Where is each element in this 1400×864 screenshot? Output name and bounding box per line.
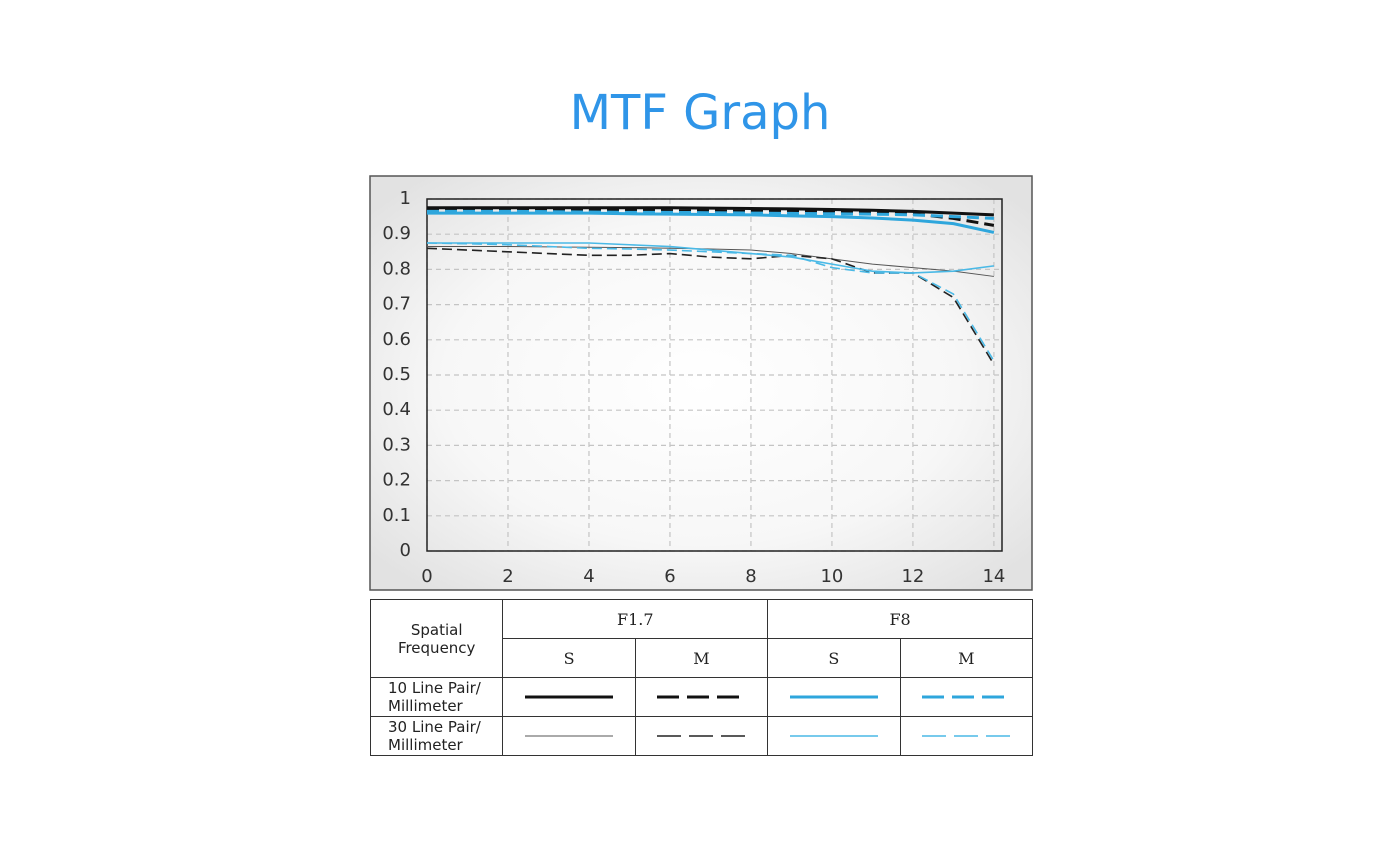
series-line bbox=[426, 242, 995, 362]
series-line bbox=[427, 206, 994, 217]
y-tick-label: 0.6 bbox=[382, 329, 411, 350]
y-tick-label: 1 bbox=[400, 188, 411, 209]
corner-header: Spatial Frequency bbox=[369, 599, 504, 678]
x-tick-label: 0 bbox=[421, 566, 432, 587]
sub-header: S bbox=[502, 638, 636, 678]
y-tick-label: 0.5 bbox=[382, 364, 411, 385]
series-line bbox=[426, 247, 995, 365]
row-header: 10 Line Pair/ Millimeter bbox=[369, 677, 504, 717]
legend-cell bbox=[899, 716, 1034, 756]
series-line bbox=[427, 211, 995, 234]
chart: MTF Graph 00.10.20.30.40.50.60.70.80.910… bbox=[369, 85, 1033, 591]
y-tick-label: 0.4 bbox=[382, 399, 411, 420]
group-header: F8 bbox=[767, 599, 1033, 639]
series-line bbox=[427, 246, 994, 277]
legend-cell bbox=[767, 677, 901, 717]
page-title: MTF Graph bbox=[570, 85, 831, 141]
y-tick-label: 0.9 bbox=[382, 223, 411, 244]
sub-header: M bbox=[634, 638, 769, 678]
y-tick-label: 0.7 bbox=[382, 294, 411, 315]
legend-sample bbox=[657, 735, 746, 737]
y-tick-label: 0.3 bbox=[382, 434, 411, 455]
y-tick-label: 0.2 bbox=[382, 470, 411, 491]
legend-sample bbox=[525, 695, 614, 699]
chart-frame bbox=[369, 175, 1033, 591]
legend-sample bbox=[922, 695, 1011, 699]
x-tick-label: 2 bbox=[502, 566, 513, 587]
sub-header: M bbox=[899, 638, 1034, 678]
x-tick-label: 4 bbox=[583, 566, 594, 587]
x-tick-label: 8 bbox=[745, 566, 756, 587]
x-tick-label: 12 bbox=[901, 566, 924, 587]
x-tick-label: 6 bbox=[664, 566, 675, 587]
legend-table: Spatial Frequency F1.7 F8 S M S M 10 Lin… bbox=[369, 599, 1034, 756]
legend-cell bbox=[502, 677, 636, 717]
row-header: 30 Line Pair/ Millimeter bbox=[369, 716, 504, 756]
legend-sample bbox=[789, 735, 878, 737]
legend-cell bbox=[634, 716, 769, 756]
legend-sample bbox=[657, 695, 746, 699]
x-tick-label: 14 bbox=[982, 566, 1005, 587]
legend-sample bbox=[789, 695, 878, 699]
y-tick-label: 0 bbox=[400, 540, 411, 561]
legend-cell bbox=[767, 716, 901, 756]
legend-sample bbox=[922, 735, 1011, 737]
legend-sample bbox=[525, 735, 614, 737]
x-tick-label: 10 bbox=[820, 566, 843, 587]
plot-border bbox=[426, 198, 1003, 552]
sub-header: S bbox=[767, 638, 901, 678]
legend-cell bbox=[899, 677, 1034, 717]
legend-cell bbox=[502, 716, 636, 756]
series-line bbox=[427, 209, 994, 220]
group-header: F1.7 bbox=[502, 599, 769, 639]
legend-cell bbox=[634, 677, 769, 717]
y-tick-label: 0.1 bbox=[382, 505, 411, 526]
y-tick-label: 0.8 bbox=[382, 258, 411, 279]
